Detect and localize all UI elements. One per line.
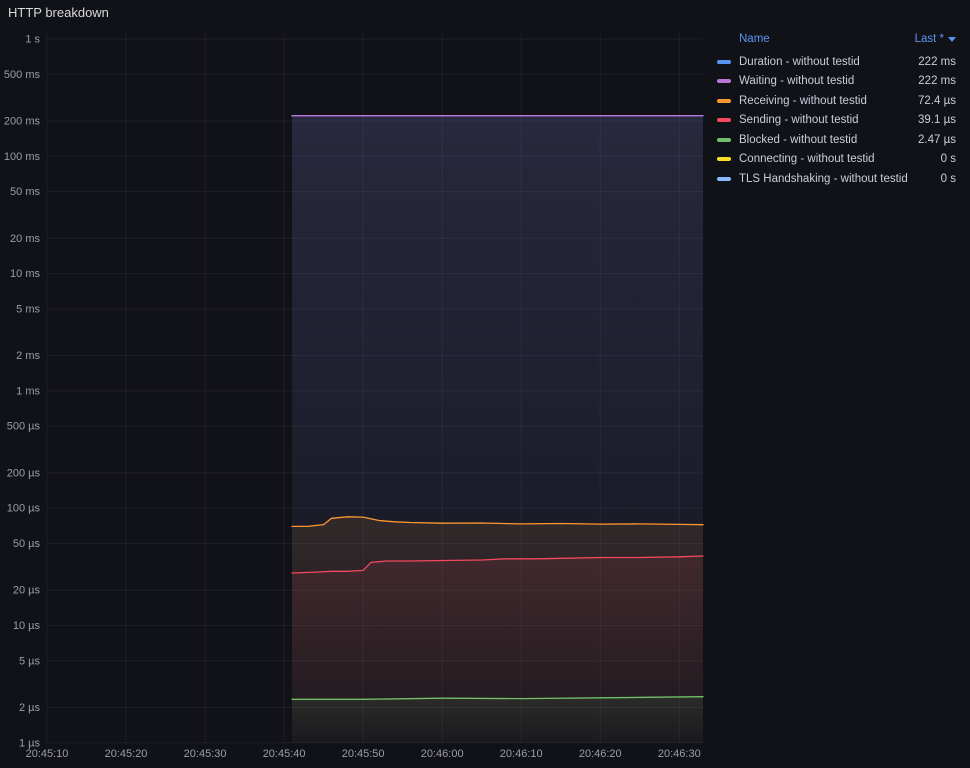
series-label[interactable]: Connecting - without testid [739, 153, 875, 166]
x-tick-label: 20:45:10 [26, 748, 69, 760]
series-line-receiving [291, 516, 704, 528]
y-tick-label: 20 ms [10, 233, 40, 245]
series-area-blocked [292, 696, 703, 743]
series-color-swatch [717, 157, 731, 162]
legend-header: Name Last * [710, 31, 962, 52]
legend-rows: Duration - without testid 222 ms Waiting -… [710, 52, 962, 189]
y-tick-label: 1 s [25, 34, 40, 46]
y-tick-label: 500 ms [4, 69, 41, 81]
legend-row[interactable]: Duration - without testid 222 ms [710, 52, 962, 72]
legend-row[interactable]: Waiting - without testid 222 ms [710, 72, 962, 92]
x-tick-label: 20:45:20 [105, 748, 148, 760]
series-area-sending [292, 556, 703, 743]
y-tick-label: 200 µs [7, 467, 41, 479]
y-tick-label: 200 ms [4, 115, 41, 127]
x-tick-label: 20:46:00 [421, 748, 464, 760]
series-last-value: 0 s [940, 153, 956, 166]
series-color-swatch [717, 59, 731, 64]
y-tick-label: 10 µs [13, 620, 41, 632]
series-label[interactable]: Waiting - without testid [739, 75, 855, 88]
legend-row[interactable]: TLS Handshaking - without testid 0 s [710, 169, 962, 189]
legend-row[interactable]: Connecting - without testid 0 s [710, 150, 962, 170]
legend-header-last-label: Last * [914, 33, 944, 45]
series-label[interactable]: Sending - without testid [739, 114, 859, 127]
series-label[interactable]: TLS Handshaking - without testid [739, 172, 908, 185]
y-tick-label: 2 µs [19, 702, 41, 714]
series-last-value: 39.1 µs [918, 114, 956, 127]
x-tick-label: 20:46:10 [500, 748, 543, 760]
legend-header-name[interactable]: Name [739, 33, 770, 45]
series-paths [291, 114, 704, 743]
x-tick-label: 20:45:30 [184, 748, 227, 760]
series-label[interactable]: Blocked - without testid [739, 133, 858, 146]
x-tick-label: 20:45:50 [342, 748, 385, 760]
y-tick-label: 10 ms [10, 268, 40, 280]
panel-title: HTTP breakdown [8, 5, 109, 20]
legend: Name Last * Duration - without testid 222… [710, 31, 962, 189]
time-series-chart[interactable]: 1 s 500 ms 200 ms 100 ms 50 ms 20 ms 10 ms 5 ms… [0, 0, 712, 768]
series-label[interactable]: Receiving - without testid [739, 94, 867, 107]
series-last-value: 0 s [940, 172, 956, 185]
series-color-swatch [717, 98, 731, 103]
caret-down-icon [948, 36, 956, 42]
x-tick-label: 20:46:20 [579, 748, 622, 760]
series-color-swatch [717, 118, 731, 123]
series-last-value: 2.47 µs [918, 133, 956, 146]
series-label[interactable]: Duration - without testid [739, 55, 860, 68]
y-tick-label: 2 ms [16, 350, 40, 362]
series-line-sending [291, 555, 704, 574]
y-tick-label: 100 µs [7, 503, 41, 515]
y-tick-label: 100 ms [4, 151, 41, 163]
legend-row[interactable]: Receiving - without testid 72.4 µs [710, 91, 962, 111]
y-tick-label: 50 ms [10, 186, 40, 198]
series-line-blocked [291, 696, 704, 700]
y-tick-label: 1 µs [19, 737, 41, 749]
series-color-swatch [717, 137, 731, 142]
legend-row[interactable]: Blocked - without testid 2.47 µs [710, 130, 962, 150]
series-last-value: 72.4 µs [918, 94, 956, 107]
series-last-value: 222 ms [918, 75, 956, 88]
y-tick-label: 5 µs [19, 655, 41, 667]
series-last-value: 222 ms [918, 55, 956, 68]
y-tick-label: 20 µs [13, 585, 41, 597]
y-tick-label: 1 ms [16, 385, 40, 397]
legend-row[interactable]: Sending - without testid 39.1 µs [710, 111, 962, 131]
x-tick-label: 20:45:40 [263, 748, 306, 760]
axis-labels: 1 s 500 ms 200 ms 100 ms 50 ms 20 ms 10 ms 5 ms… [4, 34, 701, 761]
series-color-swatch [717, 79, 731, 84]
y-tick-label: 50 µs [13, 538, 41, 550]
y-tick-label: 5 ms [16, 303, 40, 315]
legend-header-last[interactable]: Last * [915, 33, 956, 45]
series-color-swatch [717, 176, 731, 181]
x-tick-label: 20:46:30 [658, 748, 701, 760]
y-tick-label: 500 µs [7, 421, 41, 433]
